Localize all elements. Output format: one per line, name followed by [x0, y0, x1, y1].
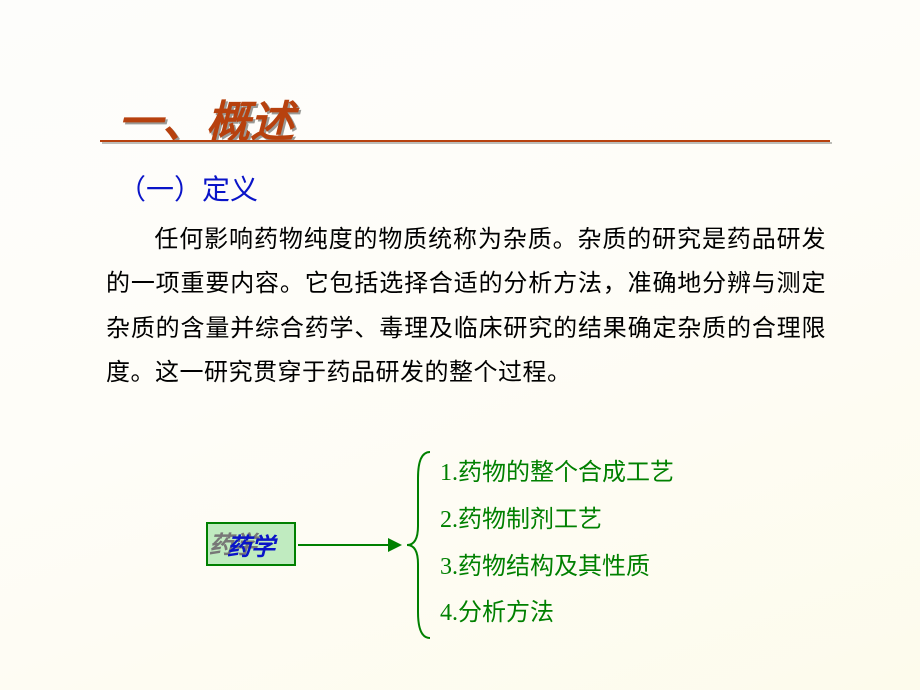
body-text-content: 任何影响药物纯度的物质统称为杂质。杂质的研究是药品研发的一项重要内容。它包括选择…	[106, 227, 826, 386]
pharmacy-box: 药学 药学	[206, 522, 296, 566]
section-subtitle: （一）定义	[118, 168, 258, 208]
arrow-line	[298, 544, 390, 546]
arrow-head-icon	[388, 538, 402, 552]
list-item: 3.药物结构及其性质	[440, 544, 674, 591]
title-underline	[100, 140, 830, 142]
list-item: 2.药物制剂工艺	[440, 497, 674, 544]
box-label: 药学	[227, 527, 275, 562]
list-item: 4.分析方法	[440, 590, 674, 637]
left-brace-icon	[404, 450, 434, 640]
list-item: 1.药物的整个合成工艺	[440, 450, 674, 497]
body-paragraph: 任何影响药物纯度的物质统称为杂质。杂质的研究是药品研发的一项重要内容。它包括选择…	[106, 218, 826, 396]
items-list: 1.药物的整个合成工艺 2.药物制剂工艺 3.药物结构及其性质 4.分析方法	[440, 450, 674, 637]
